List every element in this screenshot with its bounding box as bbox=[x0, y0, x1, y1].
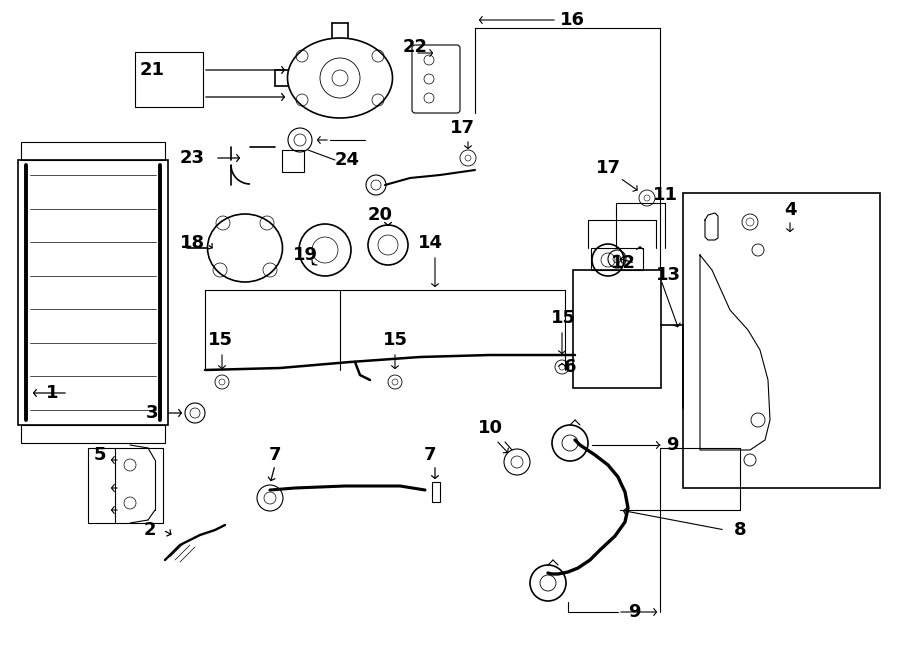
Bar bbox=[135, 52, 203, 107]
Text: 8: 8 bbox=[734, 521, 746, 539]
Bar bbox=[573, 270, 661, 388]
Bar bbox=[282, 150, 304, 172]
Text: 21: 21 bbox=[140, 61, 165, 79]
Bar bbox=[432, 482, 440, 502]
Text: 7: 7 bbox=[424, 446, 436, 464]
Text: 4: 4 bbox=[784, 201, 796, 219]
Text: 9: 9 bbox=[628, 603, 640, 621]
Text: 22: 22 bbox=[402, 38, 428, 56]
Text: 17: 17 bbox=[596, 159, 620, 177]
Bar bbox=[18, 160, 168, 425]
Text: 24: 24 bbox=[335, 151, 359, 169]
Text: 18: 18 bbox=[179, 234, 204, 252]
Text: 3: 3 bbox=[146, 404, 158, 422]
Text: 2: 2 bbox=[144, 521, 157, 539]
Text: 16: 16 bbox=[560, 11, 584, 29]
Text: 14: 14 bbox=[418, 234, 443, 252]
Bar bbox=[88, 448, 163, 523]
Text: 15: 15 bbox=[551, 309, 575, 327]
Text: 23: 23 bbox=[179, 149, 204, 167]
Text: 6: 6 bbox=[563, 358, 576, 376]
Bar bbox=[683, 193, 880, 488]
Text: 5: 5 bbox=[94, 446, 106, 464]
Bar bbox=[21, 142, 165, 160]
Text: 17: 17 bbox=[449, 119, 474, 137]
Text: 15: 15 bbox=[208, 331, 232, 349]
Text: 19: 19 bbox=[292, 246, 318, 264]
Text: 13: 13 bbox=[655, 266, 680, 284]
Text: 9: 9 bbox=[666, 436, 679, 454]
Text: 12: 12 bbox=[610, 254, 635, 272]
Text: 7: 7 bbox=[269, 446, 281, 464]
Text: 11: 11 bbox=[652, 186, 678, 204]
Bar bbox=[591, 248, 643, 270]
Text: 10: 10 bbox=[478, 419, 502, 437]
Bar bbox=[21, 425, 165, 443]
Text: 1: 1 bbox=[46, 384, 58, 402]
Text: 20: 20 bbox=[367, 206, 392, 224]
Text: 15: 15 bbox=[382, 331, 408, 349]
